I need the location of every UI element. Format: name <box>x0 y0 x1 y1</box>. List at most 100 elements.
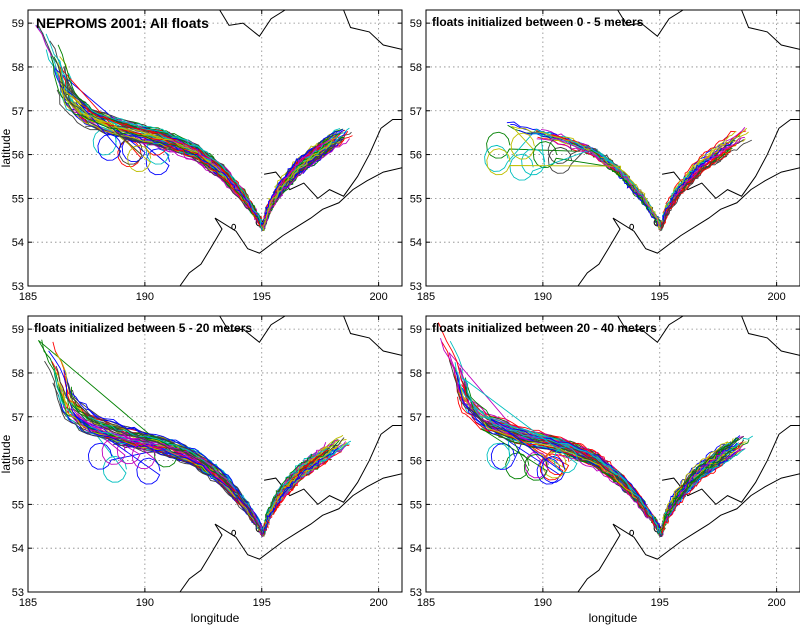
y-tick-label: 53 <box>12 587 24 599</box>
x-tick-label: 185 <box>417 597 435 609</box>
float-track <box>461 381 662 536</box>
x-tick-label: 200 <box>369 291 387 303</box>
axes-frame <box>425 9 800 287</box>
float-track <box>609 167 662 229</box>
float-track <box>520 433 662 537</box>
y-tick-label: 57 <box>12 106 24 118</box>
y-tick-label: 55 <box>410 193 422 205</box>
chart-panel-4: 185 190 195 200 53 54 55 56 57 58 59 floats initial… <box>410 315 800 625</box>
y-tick-label: 56 <box>12 456 24 468</box>
float-track <box>569 453 663 537</box>
y-axis-label: latitude <box>0 434 13 473</box>
float-track <box>491 424 662 537</box>
y-tick-label: 56 <box>12 150 24 162</box>
float-track <box>486 131 661 230</box>
float-track <box>532 133 663 229</box>
y-tick-label: 54 <box>410 543 422 555</box>
float-track <box>150 138 264 228</box>
panel-title: floats initialized between 20 - 40 meter… <box>432 321 657 335</box>
float-track <box>175 147 265 231</box>
coastline <box>577 167 800 286</box>
float-track <box>72 400 264 535</box>
x-axis-label: longitude <box>589 611 638 625</box>
float-track <box>659 156 715 231</box>
float-track <box>540 439 663 536</box>
float-track <box>661 138 746 229</box>
axes-frame <box>425 315 800 593</box>
float-track <box>261 135 353 230</box>
chart-panel-2: 185 190 195 200 53 54 55 56 57 58 59 floats initial… <box>410 9 800 303</box>
float-track <box>465 386 662 537</box>
float-track <box>120 431 264 537</box>
float-track <box>60 86 263 230</box>
float-track <box>535 131 662 231</box>
float-track <box>261 443 350 535</box>
float-track <box>77 413 265 534</box>
x-tick-label: 195 <box>253 291 271 303</box>
float-track <box>552 447 663 535</box>
float-track <box>69 87 264 229</box>
float-track <box>547 138 662 231</box>
float-track <box>57 44 264 229</box>
float-track <box>262 147 313 230</box>
float-track <box>261 440 352 535</box>
float-track <box>69 408 263 536</box>
y-tick-label: 57 <box>12 412 24 424</box>
float-track <box>550 134 663 229</box>
y-tick-label: 55 <box>12 499 24 511</box>
y-tick-label: 53 <box>410 587 422 599</box>
y-tick-label: 56 <box>410 150 422 162</box>
float-track <box>64 102 264 229</box>
float-track <box>262 444 338 535</box>
y-tick-label: 59 <box>12 324 24 336</box>
float-track <box>518 129 662 230</box>
y-tick-label: 54 <box>12 237 24 249</box>
coastline <box>617 316 684 344</box>
float-track <box>660 139 744 231</box>
float-track <box>549 138 662 230</box>
y-tick-label: 58 <box>12 368 24 380</box>
float-track <box>84 102 264 230</box>
coastline <box>577 473 800 592</box>
float-track <box>659 131 749 230</box>
float-track <box>660 437 739 534</box>
float-track <box>48 350 264 537</box>
coastline <box>617 10 684 38</box>
float-track <box>659 463 723 535</box>
x-tick-label: 195 <box>253 597 271 609</box>
panel-title: floats initialized between 5 - 20 meters <box>34 321 252 335</box>
float-track <box>59 84 264 230</box>
float-track <box>660 156 720 231</box>
float-track <box>473 407 661 536</box>
y-tick-label: 58 <box>410 62 422 74</box>
float-track <box>660 127 748 229</box>
float-track <box>177 147 264 231</box>
x-tick-label: 200 <box>369 597 387 609</box>
float-track <box>659 147 733 230</box>
float-track <box>569 452 662 536</box>
x-tick-label: 190 <box>136 291 154 303</box>
float-track <box>463 378 662 535</box>
island-contour <box>629 529 635 536</box>
x-tick-label: 190 <box>534 597 552 609</box>
float-track <box>261 439 338 536</box>
y-tick-label: 55 <box>410 499 422 511</box>
panel-title: NEPROMS 2001: All floats <box>36 15 209 31</box>
chart-panel-1: 185 190 195 200 53 54 55 56 57 58 59 NEPROMS 2001: … <box>0 9 403 303</box>
panel-title: floats initialized between 0 - 5 meters <box>432 15 644 29</box>
float-track <box>510 125 662 228</box>
coastline <box>219 10 286 38</box>
y-tick-label: 54 <box>12 543 24 555</box>
y-tick-label: 59 <box>410 18 422 30</box>
island-contour <box>231 529 237 536</box>
float-track <box>521 130 662 231</box>
x-tick-label: 195 <box>651 597 669 609</box>
float-track <box>162 449 265 536</box>
float-track <box>454 374 661 535</box>
float-track <box>617 176 662 230</box>
x-tick-label: 190 <box>136 597 154 609</box>
y-tick-label: 57 <box>410 412 422 424</box>
coastline <box>343 316 402 356</box>
float-track <box>61 384 265 536</box>
